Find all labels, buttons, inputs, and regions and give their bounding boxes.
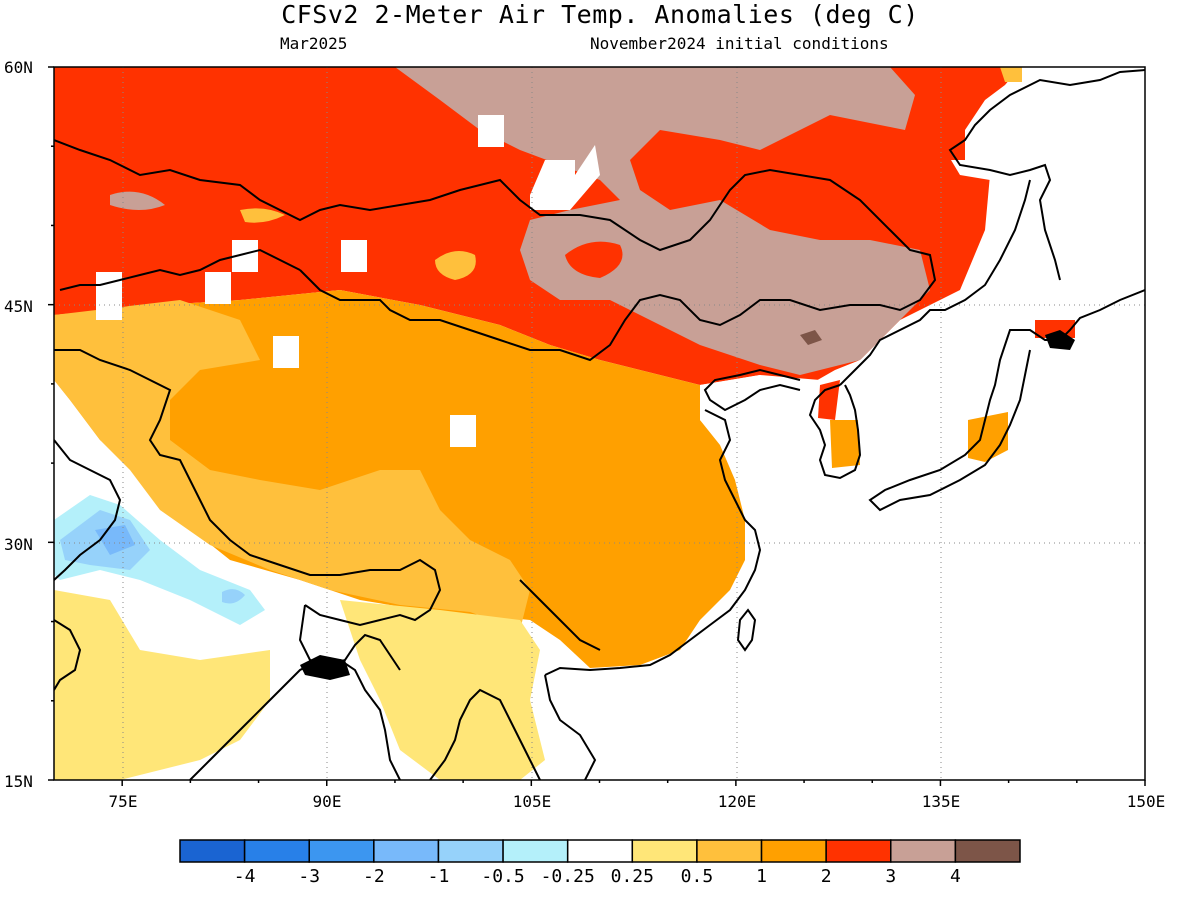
colorbar-label: 1 — [756, 866, 767, 887]
colorbar-swatch — [308, 839, 375, 863]
colorbar-swatch — [825, 839, 892, 863]
colorbar-label: 0.5 — [680, 866, 714, 887]
mask-box — [478, 115, 504, 147]
anomaly-field-lightblue-2 — [222, 589, 245, 604]
colorbar-swatch — [502, 839, 569, 863]
colorbar-label: -0.25 — [540, 866, 595, 887]
lat-tick-15n: 15N — [4, 772, 33, 791]
map-title: CFSv2 2-Meter Air Temp. Anomalies (deg C… — [281, 0, 919, 29]
axis-ticks — [48, 66, 1146, 786]
colorbar-label: -1 — [427, 866, 450, 887]
colorbar — [179, 839, 1021, 863]
mask-box — [530, 145, 600, 210]
colorbar-swatch — [760, 839, 827, 863]
colorbar-swatch — [631, 839, 698, 863]
colorbar-swatch — [179, 839, 246, 863]
islands — [300, 330, 1075, 680]
mask-box — [341, 240, 367, 272]
init-conditions: November2024 initial conditions — [590, 34, 889, 53]
lon-tick-75e: 75E — [108, 792, 138, 811]
colorbar-swatch — [243, 839, 310, 863]
gridlines — [54, 67, 1145, 780]
colorbar-swatch — [696, 839, 763, 863]
colorbar-label: 2 — [820, 866, 832, 887]
lon-tick-105e: 105E — [512, 792, 552, 811]
lon-tick-135e: 135E — [921, 792, 961, 811]
anomaly-field-dark-brown — [800, 330, 822, 345]
colorbar-swatch — [373, 839, 440, 863]
lat-tick-30n: 30N — [4, 535, 33, 554]
anomaly-field-light-orange-3 — [435, 251, 476, 280]
lon-tick-90e: 90E — [312, 792, 342, 811]
anomaly-field-taupe — [395, 67, 930, 375]
lat-tick-60n: 60N — [4, 58, 33, 77]
valid-month: Mar2025 — [280, 34, 348, 53]
colorbar-label: 0.25 — [610, 866, 654, 887]
anomaly-field-taupe-small — [110, 191, 165, 210]
colorbar-label: 3 — [885, 866, 897, 887]
lon-tick-150e: 150E — [1126, 792, 1166, 811]
colorbar-swatch — [566, 839, 634, 863]
colorbar-label: -2 — [363, 866, 385, 887]
lat-tick-45n: 45N — [4, 297, 33, 316]
anomaly-field-red-patch — [565, 241, 623, 278]
mask-box — [205, 272, 231, 304]
anomaly-field-light-orange-2 — [240, 208, 285, 223]
colorbar-label: -4 — [233, 866, 256, 887]
anomaly-field-yellow — [54, 590, 270, 780]
colorbar-swatch — [437, 839, 504, 863]
colorbar-swatch — [890, 839, 957, 863]
lon-tick-120e: 120E — [717, 792, 757, 811]
mask-box — [273, 336, 299, 368]
anomaly-field-light-orange — [54, 300, 530, 630]
mask-box — [450, 415, 476, 447]
colorbar-label: -0.5 — [481, 866, 525, 887]
mask-box — [96, 272, 122, 320]
coastlines — [54, 69, 1145, 780]
colorbar-label: -3 — [298, 866, 321, 887]
anomaly-field-yellow-2 — [340, 600, 545, 780]
colorbar-swatch — [954, 839, 1021, 863]
colorbar-label: 4 — [949, 866, 961, 887]
